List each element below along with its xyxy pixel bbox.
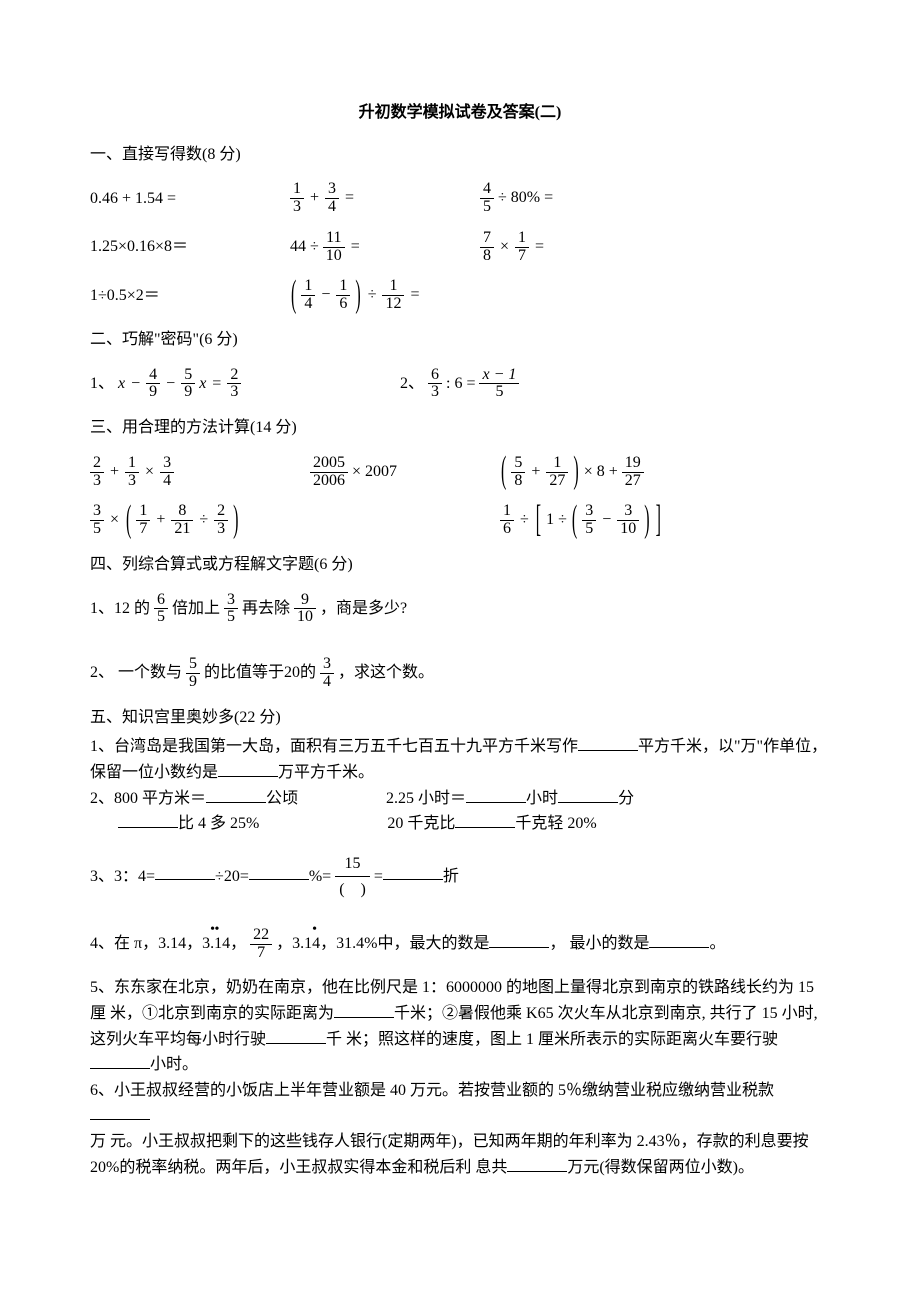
blank[interactable] [383, 863, 443, 880]
blank[interactable] [649, 931, 709, 948]
s1-r2c: 78 × 17 = [480, 230, 546, 265]
s2-q2: 2、 63 : 6 = x − 15 [400, 367, 519, 402]
s1-r2a: 1.25×0.16×8＝ [90, 234, 290, 260]
s5-q6: 6、小王叔叔经营的小饭店上半年营业额是 40 万元。若按营业额的 5％缴纳营业税… [90, 1078, 830, 1180]
blank[interactable] [206, 786, 266, 803]
blank[interactable] [334, 1001, 394, 1018]
blank[interactable] [90, 1052, 150, 1069]
s3-d: 35 × ( 17 + 821 ÷ 23 ) [90, 503, 500, 538]
blank[interactable] [218, 760, 278, 777]
s3-row2: 35 × ( 17 + 821 ÷ 23 ) 16 ÷ [ 1 ÷ ( 35 −… [90, 503, 830, 538]
blank[interactable] [118, 811, 178, 828]
blank[interactable] [90, 1103, 150, 1120]
blank[interactable] [155, 863, 215, 880]
s1-r2b: 44 ÷ 1110 = [290, 230, 480, 265]
s1-row2: 1.25×0.16×8＝ 44 ÷ 1110 = 78 × 17 = [90, 230, 830, 265]
s3-row1: 23 + 13 × 34 20052006 × 2007 ( 58 + 127 … [90, 455, 830, 490]
s1-row1: 0.46 + 1.54 = 13 + 34 = 45 ÷ 80% = [90, 181, 830, 216]
s4-q1: 1、12 的 65 倍加上 35 再去除 910 ，商是多少? [90, 592, 830, 627]
s5-q1: 1、台湾岛是我国第一大岛，面积有三万五千七百五十九平方千米写作平方千米，以"万"… [90, 734, 830, 785]
s2-q1: 1、 x − 49 − 59 x = 23 [90, 367, 400, 402]
s4-q2: 2、 一个数与 59 的比值等于20的 34 ，求这个数。 [90, 656, 830, 691]
section-5-heading: 五、知识宫里奥妙多(22 分) [90, 705, 830, 731]
section-4-heading: 四、列综合算式或方程解文字题(6 分) [90, 552, 830, 578]
s2-row: 1、 x − 49 − 59 x = 23 2、 63 : 6 = x − 15 [90, 367, 830, 402]
s5-q2: 2、800 平方米＝公顷 2.25 小时＝小时分 比 4 多 25% 20 千克… [90, 786, 830, 837]
s3-a: 23 + 13 × 34 [90, 455, 310, 490]
page-title: 升初数学模拟试卷及答案(二) [90, 100, 830, 126]
s1-row3: 1÷0.5×2＝ ( 14 − 16 ) ÷ 112 = [90, 278, 830, 313]
s5-q3: 3、3：4=÷20=%= 15( ) =折 [90, 851, 830, 903]
blank[interactable] [249, 863, 309, 880]
blank[interactable] [507, 1155, 567, 1172]
s3-e: 16 ÷ [ 1 ÷ ( 35 − 310 ) ] [500, 503, 662, 538]
s3-b: 20052006 × 2007 [310, 455, 500, 490]
s5-q4: 4、在 π，3.14，3.14， 227 ，3.14，31.4%中，最大的数是，… [90, 927, 830, 962]
s3-c: ( 58 + 127 ) × 8 + 1927 [500, 455, 644, 490]
blank[interactable] [558, 786, 618, 803]
s1-r1c: 45 ÷ 80% = [480, 181, 553, 216]
blank[interactable] [455, 811, 515, 828]
s5-q5: 5、东东家在北京，奶奶在南京，他在比例尺是 1：6000000 的地图上量得北京… [90, 975, 830, 1077]
blank[interactable] [578, 734, 638, 751]
s1-r1a: 0.46 + 1.54 = [90, 186, 290, 212]
s1-r1b: 13 + 34 = [290, 181, 480, 216]
section-2-heading: 二、巧解"密码"(6 分) [90, 327, 830, 353]
s1-r3b: ( 14 − 16 ) ÷ 112 = [290, 278, 422, 313]
s1-r3a: 1÷0.5×2＝ [90, 283, 290, 309]
blank[interactable] [466, 786, 526, 803]
blank[interactable] [266, 1027, 326, 1044]
blank[interactable] [489, 931, 549, 948]
section-1-heading: 一、直接写得数(8 分) [90, 142, 830, 168]
section-3-heading: 三、用合理的方法计算(14 分) [90, 415, 830, 441]
